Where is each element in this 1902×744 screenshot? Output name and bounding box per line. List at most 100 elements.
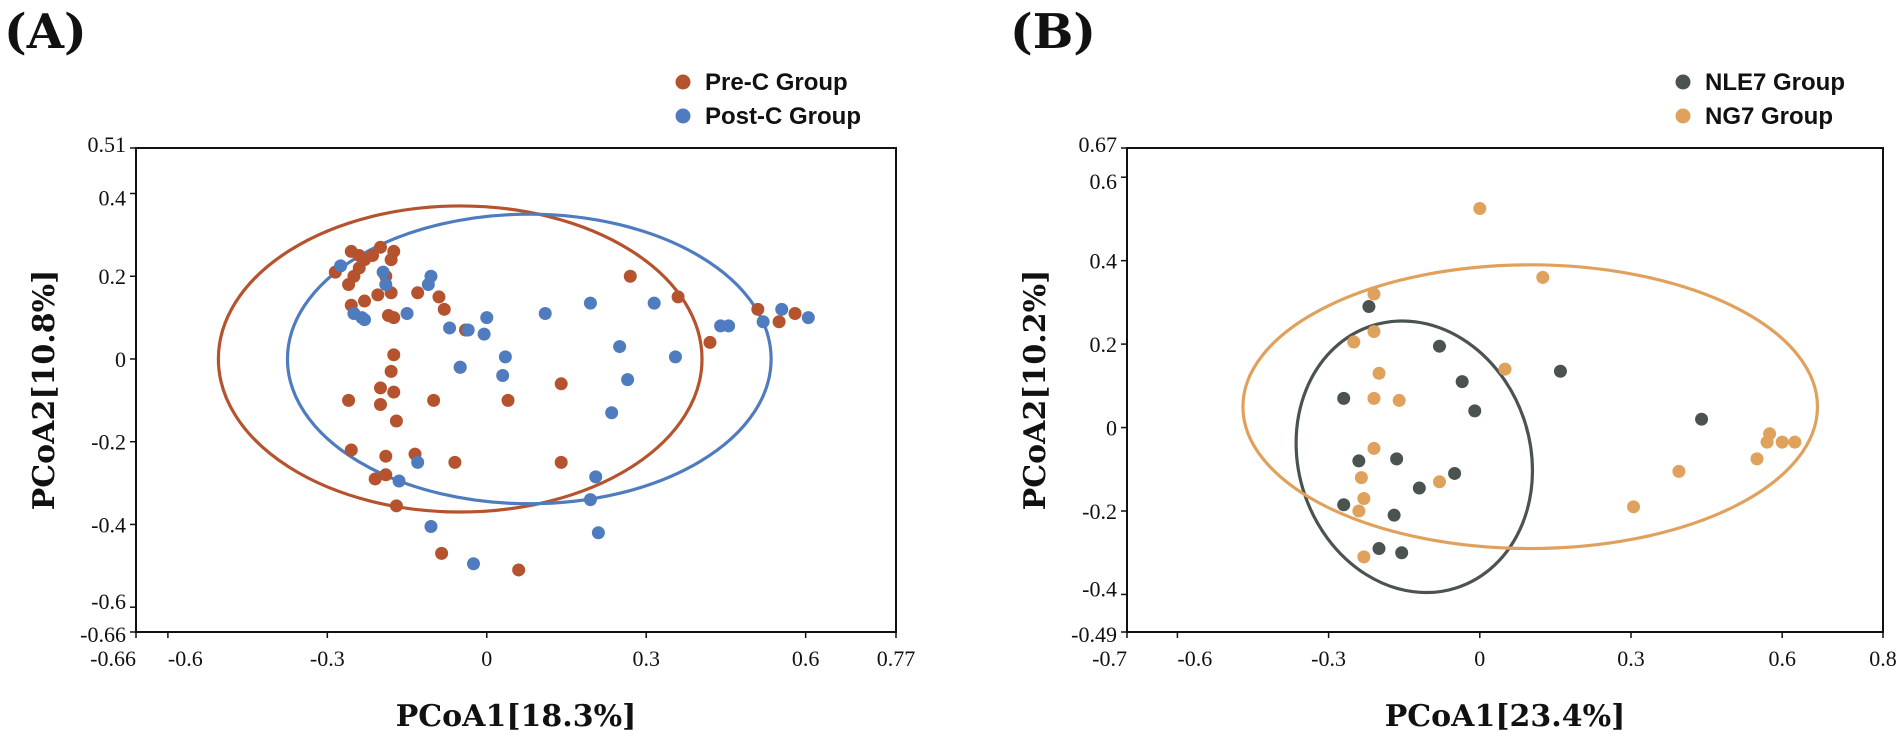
y-tick-label: 0 bbox=[1106, 416, 1117, 441]
data-point bbox=[480, 311, 494, 325]
y-tick-label: 0.51 bbox=[88, 132, 127, 157]
data-point bbox=[373, 240, 387, 254]
data-point bbox=[1390, 452, 1404, 466]
y-tick-label: 0.4 bbox=[99, 186, 127, 211]
data-point bbox=[583, 296, 597, 310]
data-point bbox=[1763, 427, 1777, 441]
y-tick-label: 0 bbox=[115, 347, 126, 372]
data-point bbox=[498, 350, 512, 364]
y-tick-label: 0.2 bbox=[1090, 332, 1118, 357]
x-tick-label: 0 bbox=[1474, 646, 1485, 671]
data-point bbox=[437, 302, 451, 316]
data-point bbox=[591, 526, 605, 540]
plot-frame bbox=[135, 147, 897, 633]
data-point bbox=[722, 319, 736, 333]
data-point bbox=[448, 455, 462, 469]
data-point bbox=[1357, 550, 1371, 564]
data-point bbox=[703, 335, 717, 349]
data-point bbox=[1455, 375, 1469, 389]
data-point bbox=[1367, 287, 1381, 301]
y-tick-label: -0.6 bbox=[91, 589, 126, 614]
legend-marker bbox=[1675, 74, 1691, 90]
data-point bbox=[411, 455, 425, 469]
data-point bbox=[435, 546, 449, 560]
legend-marker bbox=[675, 74, 691, 90]
data-point bbox=[1362, 300, 1376, 314]
data-point bbox=[342, 278, 356, 292]
data-point bbox=[1498, 362, 1512, 376]
data-point bbox=[1536, 270, 1550, 284]
data-point bbox=[512, 563, 526, 577]
panel-label: (B) bbox=[1010, 4, 1096, 60]
data-point bbox=[387, 348, 401, 362]
data-point bbox=[1387, 508, 1401, 522]
data-point bbox=[589, 470, 603, 484]
legend-label: NG7 Group bbox=[1705, 103, 1833, 130]
x-tick-label: 0.8 bbox=[1869, 646, 1897, 671]
data-point bbox=[1412, 481, 1426, 495]
data-point bbox=[477, 327, 491, 341]
data-point bbox=[647, 296, 661, 310]
data-point bbox=[1395, 546, 1409, 560]
data-point bbox=[775, 302, 789, 316]
data-point bbox=[379, 468, 393, 482]
data-point bbox=[751, 302, 765, 316]
legend-label: Post-C Group bbox=[705, 103, 861, 130]
data-point bbox=[668, 350, 682, 364]
data-point bbox=[605, 406, 619, 420]
data-point bbox=[1788, 435, 1802, 449]
data-point bbox=[387, 311, 401, 325]
y-tick-label: 0.6 bbox=[1090, 169, 1118, 194]
data-point bbox=[1695, 412, 1709, 426]
x-tick-label: -0.6 bbox=[168, 646, 203, 671]
y-tick-label: -0.66 bbox=[80, 622, 126, 647]
y-tick-label: 0.2 bbox=[99, 264, 127, 289]
data-point bbox=[671, 290, 685, 304]
data-point bbox=[371, 288, 385, 302]
panel-label: (A) bbox=[4, 4, 87, 60]
confidence-ellipse bbox=[1294, 319, 1535, 595]
data-point bbox=[613, 340, 627, 354]
legend-label: NLE7 Group bbox=[1705, 69, 1845, 96]
data-point bbox=[373, 381, 387, 395]
x-tick-label: -0.3 bbox=[310, 646, 345, 671]
legend-marker bbox=[675, 108, 691, 124]
data-point bbox=[1367, 441, 1381, 455]
data-point bbox=[1448, 466, 1462, 480]
panel-b: (B) -0.7 -0.6 -0.3 0 0.3 0.6 0.8 0.67 0.6 0.4 0.2 0 -… bbox=[1010, 4, 1897, 734]
data-point bbox=[368, 472, 382, 486]
data-point bbox=[392, 474, 406, 488]
y-axis-title: PCoA2[10.8%] bbox=[27, 270, 62, 511]
x-tick-label: 0.6 bbox=[1768, 646, 1796, 671]
panel-a: (A) -0.66 -0.6 -0.3 0 0.3 0.6 0.77 0.51 0.4 0.2 0 -0… bbox=[4, 4, 915, 734]
data-point bbox=[1354, 471, 1368, 485]
data-point bbox=[373, 397, 387, 411]
data-point bbox=[461, 323, 475, 337]
y-axis-title: PCoA2[10.2%] bbox=[1018, 270, 1053, 511]
data-point bbox=[1468, 404, 1482, 418]
data-point bbox=[788, 306, 802, 320]
data-point bbox=[623, 269, 637, 283]
y-tick-label: -0.4 bbox=[1082, 576, 1117, 601]
data-point bbox=[411, 286, 425, 300]
data-point bbox=[1775, 435, 1789, 449]
data-point bbox=[1337, 391, 1351, 405]
series-0 bbox=[328, 240, 802, 577]
x-tick-label: -0.6 bbox=[1177, 646, 1212, 671]
x-tick-label: 0.6 bbox=[792, 646, 820, 671]
data-point bbox=[453, 360, 467, 374]
data-point bbox=[358, 313, 372, 327]
series-1 bbox=[334, 259, 815, 571]
data-point bbox=[376, 265, 390, 279]
data-point bbox=[554, 455, 568, 469]
data-point bbox=[756, 315, 770, 329]
confidence-ellipse bbox=[285, 212, 773, 506]
series-0 bbox=[1337, 300, 1709, 560]
data-point bbox=[389, 499, 403, 513]
data-point bbox=[379, 278, 393, 292]
plot-frame bbox=[1126, 147, 1884, 633]
data-point bbox=[1750, 452, 1764, 466]
data-point bbox=[496, 369, 510, 383]
y-tick-label: -0.2 bbox=[1082, 499, 1117, 524]
